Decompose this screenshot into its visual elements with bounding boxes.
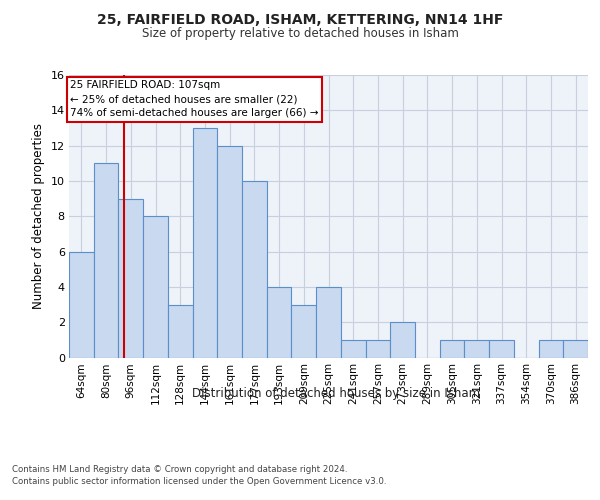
Text: Size of property relative to detached houses in Isham: Size of property relative to detached ho… — [142, 28, 458, 40]
Bar — [118, 198, 143, 358]
Bar — [390, 322, 415, 358]
Bar — [365, 340, 390, 357]
Bar — [341, 340, 365, 357]
Bar — [563, 340, 588, 357]
Bar — [539, 340, 563, 357]
Text: Distribution of detached houses by size in Isham: Distribution of detached houses by size … — [192, 388, 480, 400]
Bar — [217, 146, 242, 358]
Text: 25, FAIRFIELD ROAD, ISHAM, KETTERING, NN14 1HF: 25, FAIRFIELD ROAD, ISHAM, KETTERING, NN… — [97, 12, 503, 26]
Text: Contains public sector information licensed under the Open Government Licence v3: Contains public sector information licen… — [12, 478, 386, 486]
Bar — [143, 216, 168, 358]
Bar — [94, 164, 118, 358]
Bar — [292, 304, 316, 358]
Bar — [267, 287, 292, 358]
Bar — [69, 252, 94, 358]
Bar — [440, 340, 464, 357]
Bar — [242, 181, 267, 358]
Bar — [316, 287, 341, 358]
Bar — [464, 340, 489, 357]
Text: 25 FAIRFIELD ROAD: 107sqm
← 25% of detached houses are smaller (22)
74% of semi-: 25 FAIRFIELD ROAD: 107sqm ← 25% of detac… — [70, 80, 319, 118]
Bar — [168, 304, 193, 358]
Bar — [489, 340, 514, 357]
Bar — [193, 128, 217, 358]
Y-axis label: Number of detached properties: Number of detached properties — [32, 123, 45, 309]
Text: Contains HM Land Registry data © Crown copyright and database right 2024.: Contains HM Land Registry data © Crown c… — [12, 465, 347, 474]
